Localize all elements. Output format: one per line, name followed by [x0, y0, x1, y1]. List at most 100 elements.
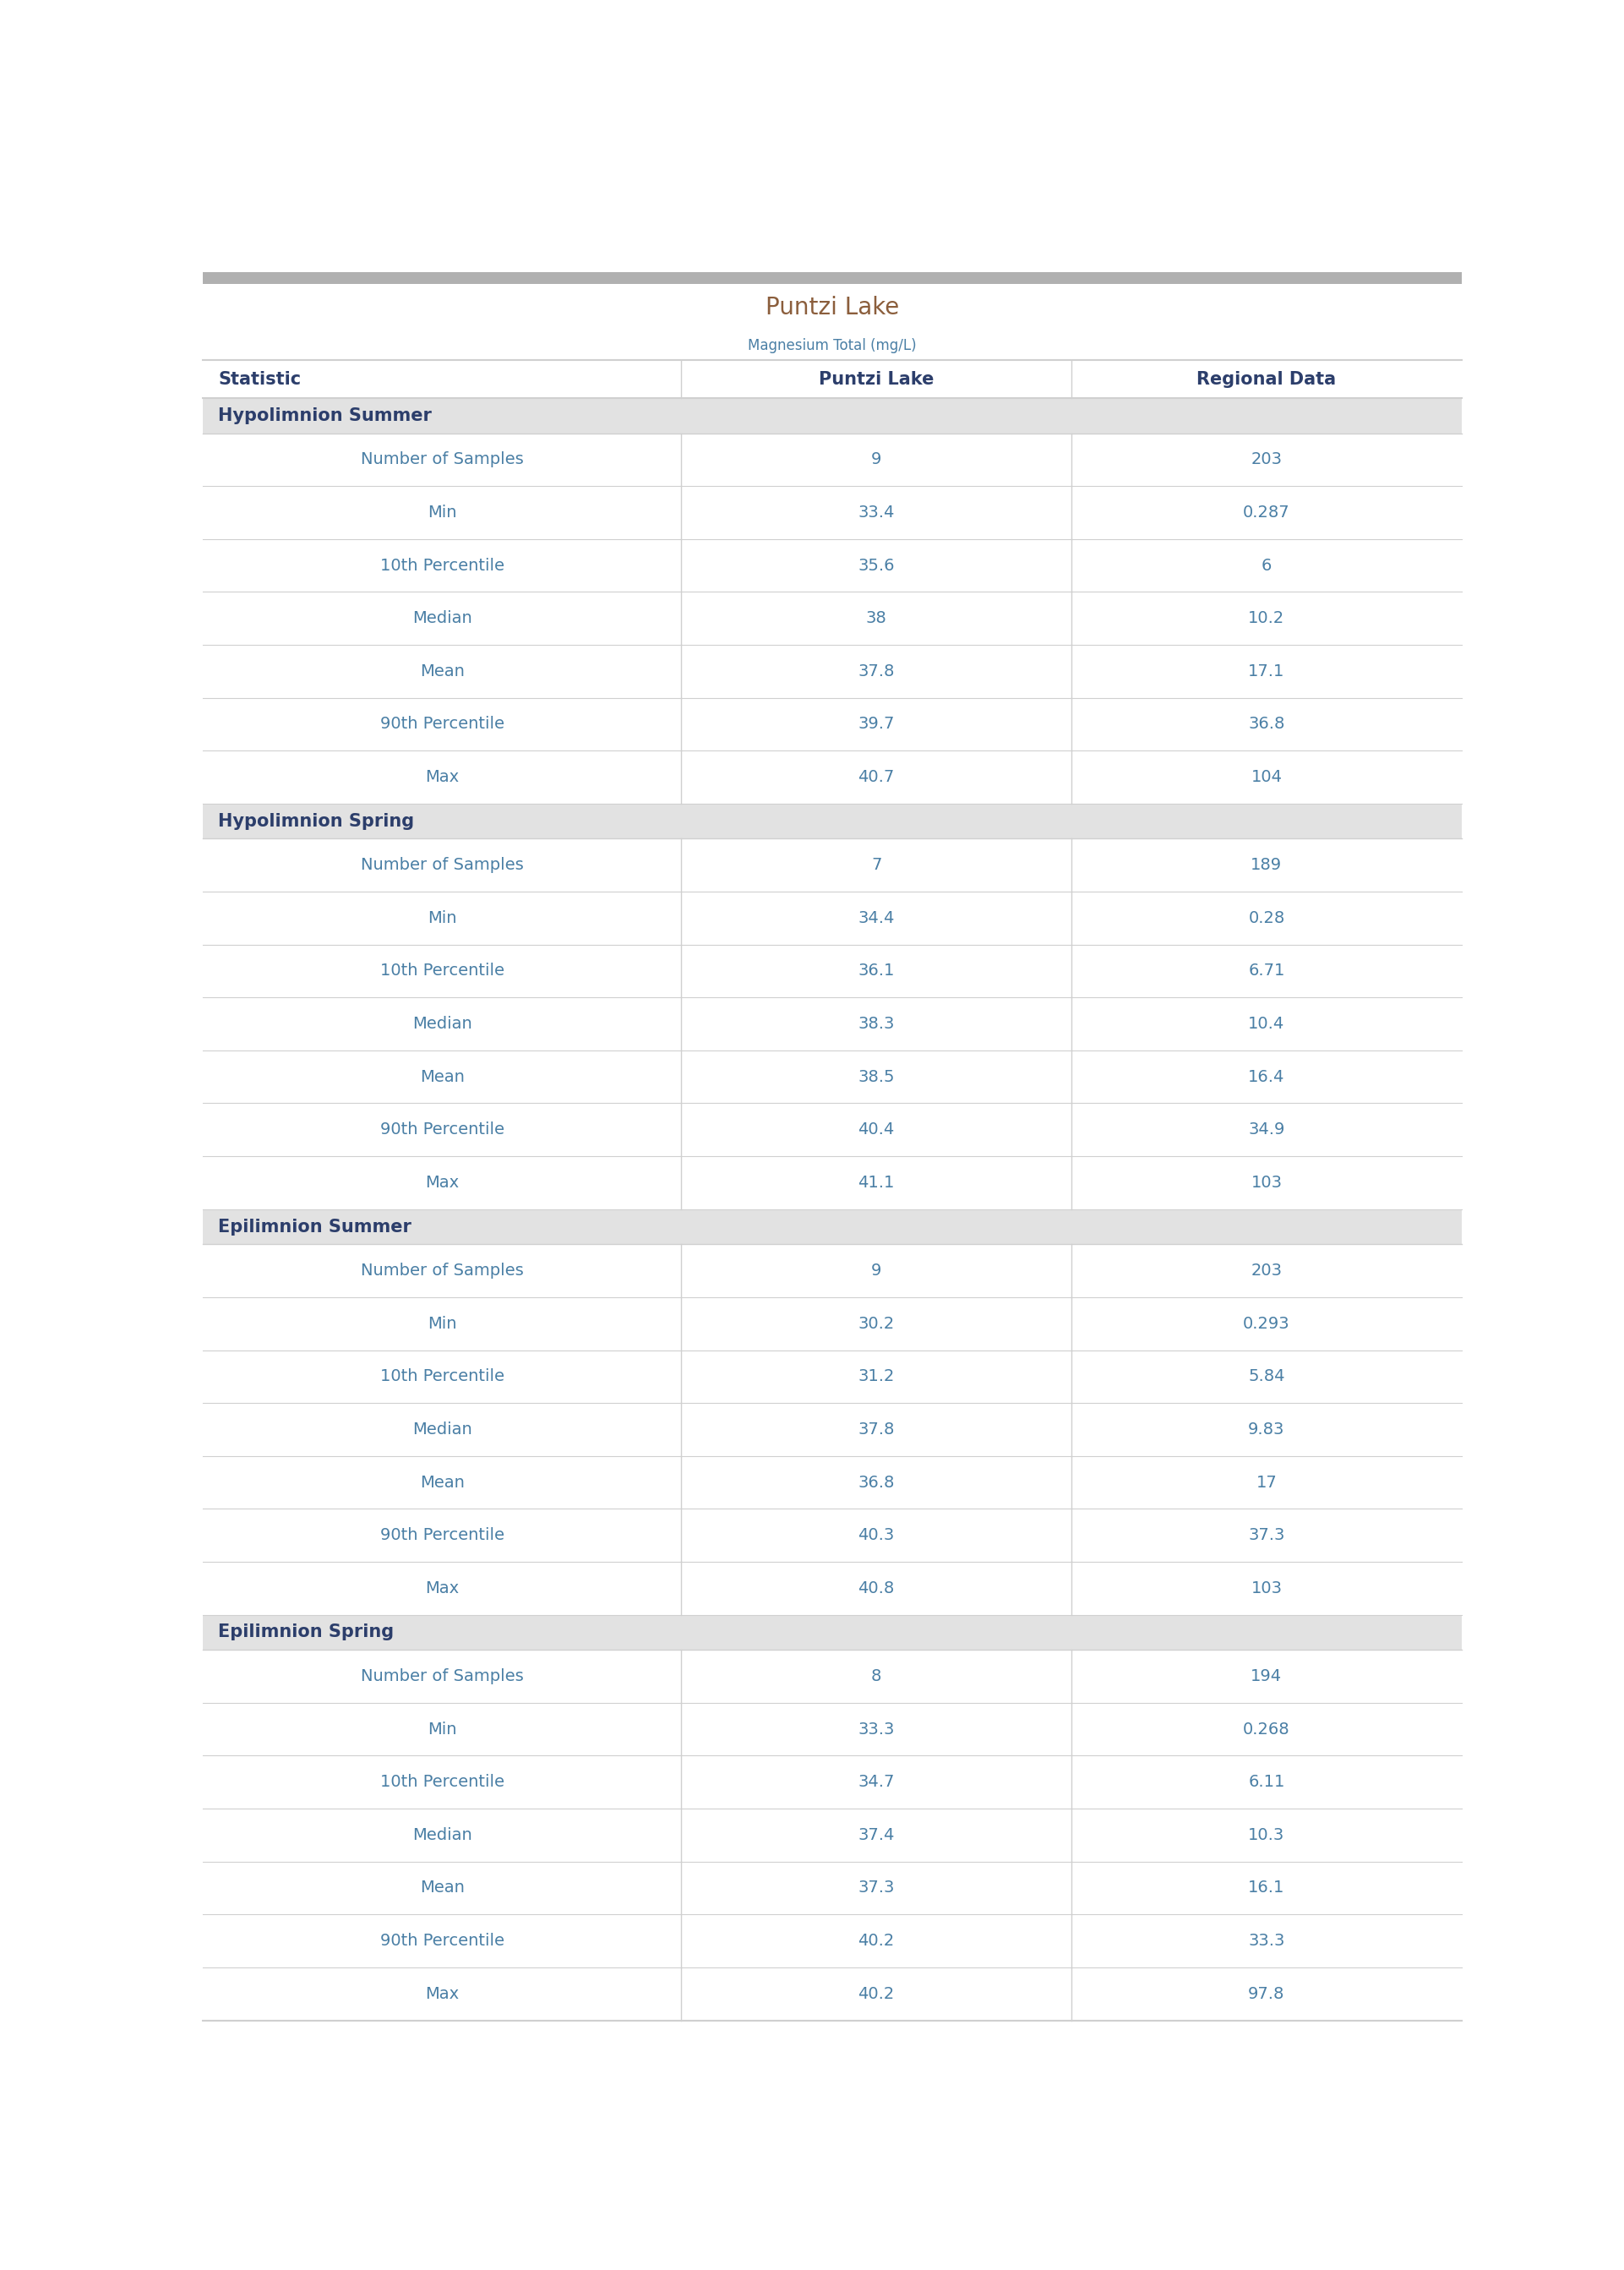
Text: 37.3: 37.3 [857, 1880, 895, 1895]
Text: 0.28: 0.28 [1249, 910, 1285, 926]
Text: Max: Max [425, 1986, 460, 2002]
Text: Epilimnion Summer: Epilimnion Summer [218, 1219, 411, 1235]
Text: 40.2: 40.2 [857, 1932, 895, 1950]
Bar [203, 1244, 1462, 1296]
Text: 37.4: 37.4 [857, 1827, 895, 1843]
Text: Min: Min [427, 1721, 456, 1737]
Text: 33.3: 33.3 [1249, 1932, 1285, 1950]
Bar [203, 804, 1462, 838]
Bar [203, 1861, 1462, 1914]
Text: Epilimnion Spring: Epilimnion Spring [218, 1623, 395, 1641]
Text: 37.3: 37.3 [1249, 1528, 1285, 1544]
Text: 10.2: 10.2 [1249, 611, 1285, 627]
Text: 103: 103 [1250, 1580, 1283, 1596]
Bar [203, 272, 1462, 284]
Text: 9: 9 [870, 452, 882, 468]
Bar [203, 1510, 1462, 1562]
Text: 34.7: 34.7 [857, 1775, 895, 1791]
Bar [203, 538, 1462, 592]
Bar [203, 361, 1462, 397]
Text: 38.5: 38.5 [857, 1069, 895, 1085]
Bar [203, 751, 1462, 804]
Text: 33.3: 33.3 [857, 1721, 895, 1737]
Text: 103: 103 [1250, 1174, 1283, 1192]
Text: 38.3: 38.3 [857, 1017, 895, 1033]
Text: 97.8: 97.8 [1249, 1986, 1285, 2002]
Text: 35.6: 35.6 [857, 558, 895, 574]
Text: 40.8: 40.8 [857, 1580, 895, 1596]
Bar [203, 434, 1462, 486]
Text: 36.1: 36.1 [857, 962, 895, 978]
Text: 33.4: 33.4 [857, 504, 895, 520]
Text: 0.293: 0.293 [1242, 1317, 1289, 1332]
Text: Median: Median [412, 1827, 473, 1843]
Text: 38: 38 [866, 611, 887, 627]
Bar [203, 697, 1462, 751]
Text: 16.4: 16.4 [1249, 1069, 1285, 1085]
Text: 104: 104 [1250, 770, 1283, 785]
Bar [203, 997, 1462, 1051]
Bar [203, 1755, 1462, 1809]
Text: 36.8: 36.8 [857, 1476, 895, 1491]
Text: Number of Samples: Number of Samples [361, 858, 523, 874]
Bar [203, 1455, 1462, 1510]
Bar [203, 1403, 1462, 1455]
Text: Statistic: Statistic [218, 370, 300, 388]
Text: Hypolimnion Summer: Hypolimnion Summer [218, 406, 432, 424]
Bar [203, 1051, 1462, 1103]
Text: 34.9: 34.9 [1249, 1121, 1285, 1137]
Bar [203, 1562, 1462, 1614]
Text: 90th Percentile: 90th Percentile [380, 715, 503, 733]
Text: Median: Median [412, 1017, 473, 1033]
Text: 0.268: 0.268 [1242, 1721, 1289, 1737]
Text: 10th Percentile: 10th Percentile [380, 1369, 503, 1385]
Bar [203, 838, 1462, 892]
Text: 10th Percentile: 10th Percentile [380, 962, 503, 978]
Text: 10.3: 10.3 [1249, 1827, 1285, 1843]
Text: 6: 6 [1262, 558, 1272, 574]
Text: 16.1: 16.1 [1249, 1880, 1285, 1895]
Text: 8: 8 [870, 1668, 882, 1684]
Text: Regional Data: Regional Data [1197, 370, 1337, 388]
Text: 203: 203 [1250, 452, 1283, 468]
Text: Mean: Mean [419, 663, 464, 679]
Text: Mean: Mean [419, 1476, 464, 1491]
Bar [203, 1614, 1462, 1650]
Bar [203, 284, 1462, 361]
Text: 5.84: 5.84 [1249, 1369, 1285, 1385]
Text: 39.7: 39.7 [857, 715, 895, 733]
Text: 10th Percentile: 10th Percentile [380, 558, 503, 574]
Bar [203, 1351, 1462, 1403]
Text: 40.4: 40.4 [857, 1121, 895, 1137]
Text: 40.7: 40.7 [857, 770, 895, 785]
Text: 9.83: 9.83 [1249, 1421, 1285, 1437]
Text: 34.4: 34.4 [857, 910, 895, 926]
Text: 203: 203 [1250, 1262, 1283, 1278]
Text: Number of Samples: Number of Samples [361, 1668, 523, 1684]
Text: 40.2: 40.2 [857, 1986, 895, 2002]
Text: Mean: Mean [419, 1880, 464, 1895]
Text: Min: Min [427, 910, 456, 926]
Text: Max: Max [425, 770, 460, 785]
Text: Min: Min [427, 504, 456, 520]
Text: 37.8: 37.8 [857, 1421, 895, 1437]
Text: 10th Percentile: 10th Percentile [380, 1775, 503, 1791]
Text: 6.71: 6.71 [1249, 962, 1285, 978]
Text: Max: Max [425, 1580, 460, 1596]
Text: Number of Samples: Number of Samples [361, 452, 523, 468]
Text: Hypolimnion Spring: Hypolimnion Spring [218, 813, 414, 829]
Text: Number of Samples: Number of Samples [361, 1262, 523, 1278]
Bar [203, 1914, 1462, 1968]
Text: 0.287: 0.287 [1242, 504, 1289, 520]
Bar [203, 1210, 1462, 1244]
Bar [203, 1103, 1462, 1155]
Text: Min: Min [427, 1317, 456, 1332]
Text: 6.11: 6.11 [1249, 1775, 1285, 1791]
Text: 36.8: 36.8 [1249, 715, 1285, 733]
Text: Magnesium Total (mg/L): Magnesium Total (mg/L) [749, 338, 916, 354]
Bar [203, 397, 1462, 434]
Text: 30.2: 30.2 [857, 1317, 895, 1332]
Bar [203, 1296, 1462, 1351]
Text: 41.1: 41.1 [857, 1174, 895, 1192]
Text: 31.2: 31.2 [857, 1369, 895, 1385]
